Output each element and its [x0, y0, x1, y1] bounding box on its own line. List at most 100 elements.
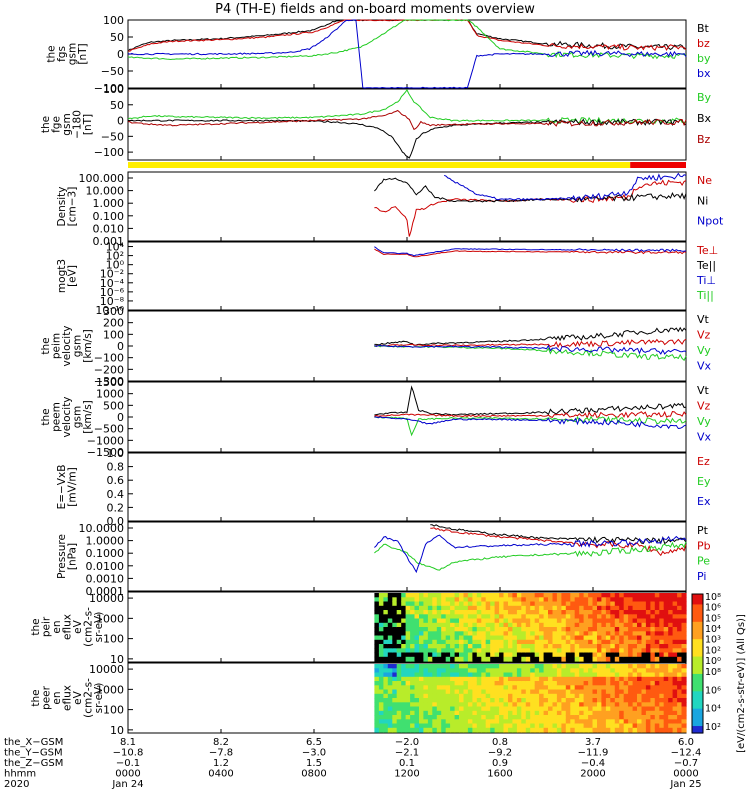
- spectrogram-cell: [672, 668, 678, 674]
- spectrogram-cell: [597, 676, 603, 682]
- spectrogram-cell: [392, 610, 398, 615]
- spectrogram-cell: [512, 685, 518, 691]
- series-line-peim-Vz: [374, 338, 687, 349]
- spectrogram-cell: [637, 593, 643, 598]
- spectrogram-cell: [610, 689, 616, 695]
- spectrogram-cell: [450, 644, 456, 649]
- spectrogram-cell: [396, 652, 402, 658]
- spectrogram-cell: [601, 723, 607, 729]
- spectrogram-cell: [472, 676, 478, 682]
- spectrogram-cell: [534, 698, 540, 703]
- spectrogram-cell: [552, 622, 558, 628]
- spectrogram-cell: [414, 702, 420, 708]
- spectrogram-cell: [632, 676, 638, 682]
- spectrogram-cell: [432, 676, 438, 682]
- spectrogram-cell: [650, 668, 656, 674]
- spectrogram-cell: [481, 689, 487, 695]
- legend-entry: Ti||: [696, 289, 714, 302]
- colorbar-tick-label: 10²: [705, 722, 721, 733]
- spectrogram-cell: [597, 702, 603, 708]
- spectrogram-cell: [521, 723, 527, 729]
- spectrogram-cell: [485, 710, 491, 716]
- spectrogram-cell: [410, 723, 416, 729]
- y-axis-label-line: peem: [51, 402, 63, 432]
- y-tick-label: −50: [101, 130, 124, 143]
- spectrogram-cell: [597, 668, 603, 674]
- y-axis-label: thepeerenefluxeV(cm2-s-sr-eV): [30, 678, 105, 718]
- spectrogram-cell: [516, 639, 522, 645]
- spectrogram-cell: [610, 672, 616, 678]
- spectrogram-cell: [467, 605, 473, 611]
- spectrogram-cell: [632, 689, 638, 695]
- y-tick-label: 0.010: [93, 222, 125, 235]
- spectrogram-cell: [508, 593, 514, 598]
- spectrogram-cell: [445, 614, 451, 620]
- spectrogram-cell: [663, 685, 669, 691]
- spectrogram-cell: [579, 652, 585, 658]
- spectrogram-cell: [490, 593, 496, 598]
- spectrogram-cell: [508, 710, 514, 716]
- spectrogram-cell: [583, 614, 589, 620]
- spectrogram-cell: [614, 693, 620, 699]
- spectrogram-cell: [476, 676, 482, 682]
- spectrogram-cell: [659, 610, 665, 615]
- spectrogram-cell: [525, 719, 531, 725]
- spectrogram-cell: [583, 648, 589, 654]
- y-tick-label: 1500: [96, 376, 124, 389]
- spectrogram-cell: [637, 631, 643, 637]
- spectrogram-cell: [503, 672, 509, 678]
- spectrogram-cell: [637, 601, 643, 607]
- spectrogram-cell: [450, 656, 456, 662]
- spectrogram-cell: [677, 689, 683, 695]
- spectrogram-cell: [441, 635, 447, 641]
- spectrogram-cell: [668, 627, 674, 632]
- y-tick-label: −100: [94, 352, 124, 365]
- legend-entry: bz: [697, 37, 710, 50]
- spectrogram-cell: [392, 652, 398, 658]
- spectrogram-cell: [427, 644, 433, 649]
- spectrogram-cell: [672, 723, 678, 729]
- series-line-fgs-bz: [127, 19, 687, 52]
- spectrogram-cell: [396, 593, 402, 598]
- colorbar-segment: [692, 687, 703, 692]
- spectrogram-cell: [530, 605, 536, 611]
- spectrogram-cell: [530, 601, 536, 607]
- spectrogram-cell: [583, 702, 589, 708]
- spectrogram-cell: [672, 698, 678, 703]
- spectrogram-cell: [499, 702, 505, 708]
- spectrogram-cell: [601, 698, 607, 703]
- spectrogram-cell: [445, 676, 451, 682]
- spectrogram-cell: [628, 597, 634, 603]
- spectrogram-cell: [556, 689, 562, 695]
- series-line-fgs-by: [127, 19, 687, 61]
- spectrogram-cell: [503, 656, 509, 662]
- spectrogram-cell: [659, 593, 665, 598]
- spectrogram-cell: [672, 614, 678, 620]
- spectrogram-cell: [525, 681, 531, 686]
- spectrogram-cell: [614, 672, 620, 678]
- legend-entry: Ez: [697, 455, 710, 468]
- spectrogram-cell: [659, 605, 665, 611]
- spectrogram-cell: [476, 715, 482, 720]
- spectrogram-cell: [401, 622, 407, 628]
- spectrogram-cell: [650, 676, 656, 682]
- spectrogram-cell: [570, 698, 576, 703]
- spectrogram-cell: [508, 668, 514, 674]
- spectrogram-cell: [556, 614, 562, 620]
- spectrogram-cell: [641, 593, 647, 598]
- spectrogram-cell: [467, 593, 473, 598]
- spectrogram-cell: [565, 719, 571, 725]
- spectrogram-cell: [672, 689, 678, 695]
- spectrogram-cell: [570, 672, 576, 678]
- spectrogram-cell: [432, 627, 438, 632]
- spectrogram-cell: [521, 693, 527, 699]
- spectrogram-cell: [508, 723, 514, 729]
- spectrogram-cell: [610, 676, 616, 682]
- spectrogram-cell: [592, 664, 598, 669]
- spectrogram-cell: [445, 664, 451, 669]
- spectrogram-cell: [432, 685, 438, 691]
- spectrogram-cell: [601, 610, 607, 615]
- spectrogram-cell: [467, 693, 473, 699]
- spectrogram-cell: [663, 648, 669, 654]
- spectrogram-cell: [641, 693, 647, 699]
